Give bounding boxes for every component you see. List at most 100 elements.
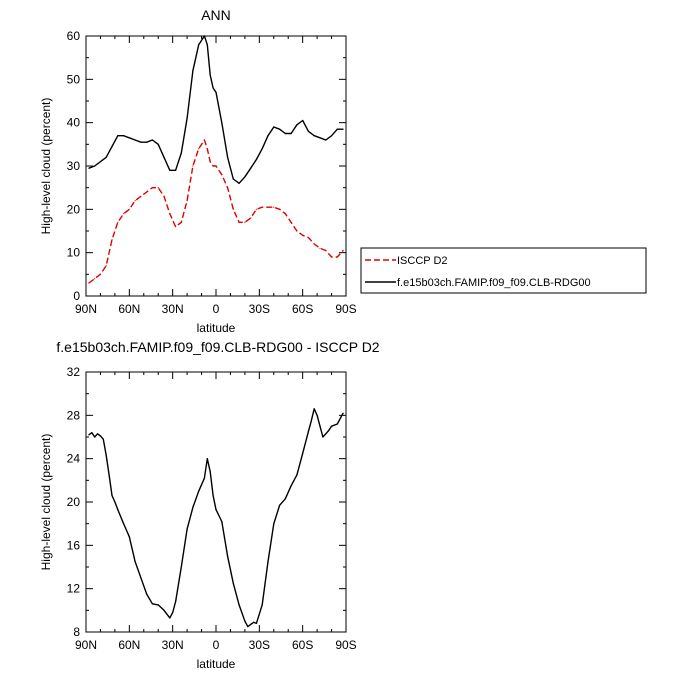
series-1-point bbox=[250, 623, 252, 626]
series-2-point bbox=[134, 139, 136, 141]
series-1-point bbox=[157, 604, 159, 606]
y-tick-label: 30 bbox=[67, 159, 81, 173]
series-1-point bbox=[114, 501, 116, 503]
series-1-point bbox=[267, 206, 269, 208]
series-1-point bbox=[302, 452, 304, 454]
series-1-point bbox=[316, 414, 318, 416]
series-1-point bbox=[253, 621, 255, 623]
series-2-point bbox=[336, 128, 338, 130]
series-2-point bbox=[290, 132, 292, 135]
series-2-point bbox=[212, 87, 214, 89]
series-1-point bbox=[146, 593, 148, 595]
x-axis-label: latitude bbox=[197, 657, 236, 671]
series-1-point bbox=[180, 566, 182, 568]
series-1-point bbox=[322, 436, 324, 438]
series-1-point bbox=[290, 221, 292, 223]
series-2-point bbox=[206, 44, 208, 46]
series-1-point bbox=[255, 622, 257, 624]
series-1-point bbox=[247, 626, 249, 628]
series-2-point bbox=[319, 137, 321, 139]
series-1-point bbox=[186, 528, 188, 530]
series-1-point bbox=[279, 504, 281, 506]
series-1-point bbox=[284, 498, 286, 500]
series-1-point bbox=[206, 148, 208, 150]
series-1-point bbox=[336, 423, 338, 425]
series-1-point bbox=[296, 474, 298, 476]
series-1-point bbox=[342, 412, 344, 414]
series-1-point bbox=[146, 191, 148, 193]
series-1-point bbox=[232, 582, 234, 584]
series-1-point bbox=[88, 282, 90, 284]
series-1-point bbox=[134, 561, 136, 563]
series-2-point bbox=[244, 176, 246, 178]
series-1-point bbox=[105, 454, 107, 456]
series-1-point bbox=[203, 477, 205, 479]
series-2-point bbox=[279, 128, 281, 130]
x-tick-label: 90S bbox=[335, 302, 356, 316]
series-1-point bbox=[221, 174, 223, 176]
series-1-point bbox=[157, 187, 159, 189]
y-axis-label: High-level cloud (percent) bbox=[39, 434, 53, 571]
series-2-point bbox=[105, 156, 107, 158]
series-1-point bbox=[302, 234, 304, 236]
series-1-point bbox=[261, 206, 263, 208]
x-tick-label: 90N bbox=[75, 302, 97, 316]
series-1-point bbox=[313, 243, 315, 245]
x-tick-label: 60N bbox=[118, 638, 140, 652]
series-1-point bbox=[117, 509, 119, 511]
series-1-point bbox=[186, 200, 188, 202]
y-tick-label: 60 bbox=[67, 29, 81, 43]
y-tick-label: 24 bbox=[67, 452, 81, 466]
series-1-point bbox=[151, 603, 153, 605]
series-1-point bbox=[169, 213, 171, 215]
series-1-point bbox=[94, 278, 96, 280]
series-line-2 bbox=[88, 35, 344, 185]
series-1-point bbox=[102, 438, 104, 440]
series-2-point bbox=[313, 135, 315, 137]
y-tick-label: 8 bbox=[73, 625, 80, 639]
series-1-point bbox=[140, 577, 142, 579]
series-2-point bbox=[111, 145, 113, 148]
series-1-point bbox=[319, 247, 321, 249]
y-tick-label: 32 bbox=[67, 365, 81, 379]
series-1-point bbox=[151, 187, 153, 189]
series-2-point bbox=[261, 148, 263, 150]
legend-label-1: ISCCP D2 bbox=[397, 255, 448, 267]
series-1-point bbox=[215, 509, 217, 511]
series-1-point bbox=[128, 536, 130, 538]
series-2-point bbox=[157, 143, 159, 145]
legend-box bbox=[360, 247, 647, 294]
series-1-point bbox=[232, 208, 234, 210]
series-1-point bbox=[331, 425, 333, 427]
series-2-point bbox=[128, 137, 130, 139]
series-1-point bbox=[111, 239, 113, 241]
series-1-point bbox=[123, 213, 125, 215]
series-1-point bbox=[99, 435, 101, 437]
series-2-point bbox=[94, 165, 96, 167]
series-2-point bbox=[325, 139, 327, 141]
series-1-point bbox=[209, 161, 211, 163]
y-tick-label: 16 bbox=[67, 538, 81, 552]
series-2-point bbox=[296, 124, 298, 126]
series-1-point bbox=[328, 429, 330, 432]
series-1-point bbox=[221, 520, 223, 523]
series-1-point bbox=[192, 165, 194, 167]
series-2-point bbox=[255, 158, 257, 161]
series-2-point bbox=[192, 70, 194, 72]
x-tick-label: 60S bbox=[292, 638, 313, 652]
series-1-point bbox=[284, 213, 286, 215]
series-1-point bbox=[172, 611, 174, 614]
y-tick-label: 0 bbox=[73, 289, 80, 303]
series-1-point bbox=[273, 523, 275, 525]
series-2-point bbox=[215, 91, 217, 93]
series-2-point bbox=[267, 135, 269, 137]
series-1-point bbox=[325, 249, 327, 252]
series-1-point bbox=[267, 561, 269, 563]
chart-title: ANN bbox=[201, 7, 231, 23]
x-tick-label: 30N bbox=[162, 302, 184, 316]
series-1-point bbox=[244, 221, 246, 223]
legend-label-2: f.e15b03ch.FAMIP.f09_f09.CLB-RDG00 bbox=[397, 277, 591, 289]
series-2-point bbox=[198, 44, 200, 46]
series-1-point bbox=[238, 221, 240, 223]
